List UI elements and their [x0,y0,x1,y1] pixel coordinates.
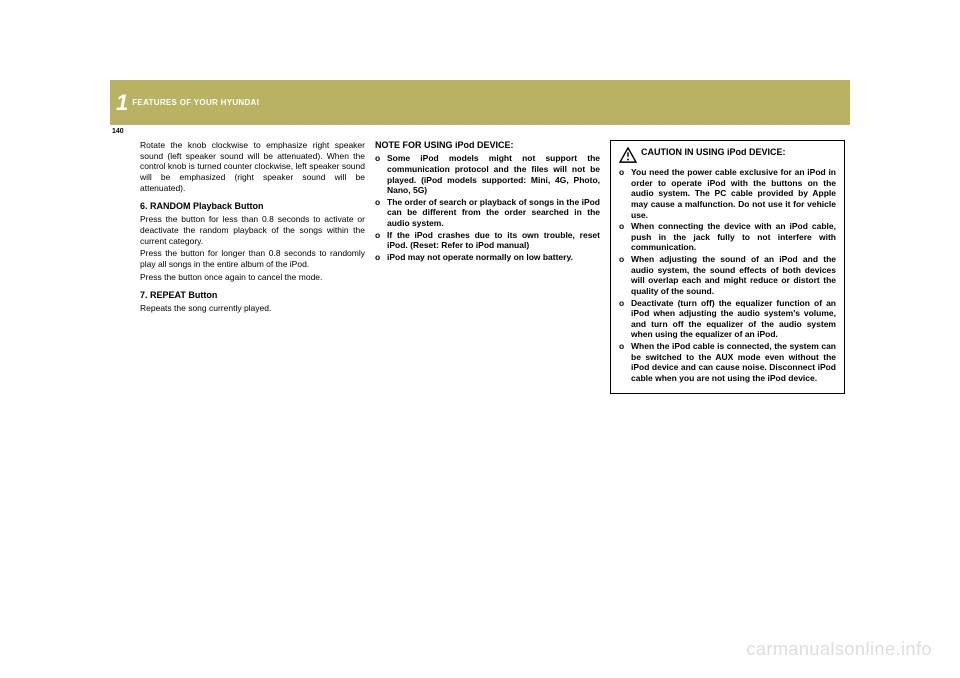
bullet-icon: o [619,167,631,220]
watermark-text: carmanualsonline.info [746,639,932,660]
note-item-2: If the iPod crashes due to its own troub… [387,230,600,251]
caution-item-0: You need the power cable exclusive for a… [631,167,836,220]
repeat-button-heading: 7. REPEAT Button [140,290,365,301]
caution-title: CAUTION IN USING iPod DEVICE: [641,147,786,158]
knob-description: Rotate the knob clockwise to emphasize r… [140,140,365,193]
bullet-icon: o [619,254,631,297]
bullet-icon: o [375,197,387,229]
random-text-c: Press the button once again to cancel th… [140,272,365,283]
list-item: o When the iPod cable is connected, the … [619,341,836,384]
random-button-heading: 6. RANDOM Playback Button [140,201,365,212]
manual-page: 1 FEATURES OF YOUR HYUNDAI 140 Rotate th… [0,0,960,678]
content-columns: Rotate the knob clockwise to emphasize r… [140,140,850,394]
note-item-0: Some iPod models might not support the c… [387,153,600,196]
column-3: CAUTION IN USING iPod DEVICE: o You need… [610,140,845,394]
note-item-1: The order of search or playback of songs… [387,197,600,229]
column-1: Rotate the knob clockwise to emphasize r… [140,140,365,394]
list-item: o iPod may not operate normally on low b… [375,252,600,263]
column-2: NOTE FOR USING iPod DEVICE: o Some iPod … [375,140,600,394]
random-text-b: Press the button for longer than 0.8 sec… [140,248,365,269]
list-item: o When adjusting the sound of an iPod an… [619,254,836,297]
list-item: o If the iPod crashes due to its own tro… [375,230,600,251]
random-text-a: Press the button for less than 0.8 secon… [140,214,365,246]
bullet-icon: o [619,341,631,384]
chapter-title: FEATURES OF YOUR HYUNDAI [132,98,259,107]
note-title: NOTE FOR USING iPod DEVICE: [375,140,600,151]
page-number: 140 [112,128,124,135]
note-list: o Some iPod models might not support the… [375,153,600,262]
bullet-icon: o [375,153,387,196]
caution-box: CAUTION IN USING iPod DEVICE: o You need… [610,140,845,394]
list-item: o You need the power cable exclusive for… [619,167,836,220]
list-item: o Deactivate (turn off) the equalizer fu… [619,298,836,341]
bullet-icon: o [375,252,387,263]
caution-item-2: When adjusting the sound of an iPod and … [631,254,836,297]
note-item-3: iPod may not operate normally on low bat… [387,252,600,263]
chapter-header-bar: 1 FEATURES OF YOUR HYUNDAI [110,80,850,125]
list-item: o Some iPod models might not support the… [375,153,600,196]
caution-item-3: Deactivate (turn off) the equalizer func… [631,298,836,341]
caution-list: o You need the power cable exclusive for… [619,167,836,384]
caution-item-1: When connecting the device with an iPod … [631,221,836,253]
caution-header: CAUTION IN USING iPod DEVICE: [619,147,836,163]
bullet-icon: o [619,298,631,341]
list-item: o The order of search or playback of son… [375,197,600,229]
list-item: o When connecting the device with an iPo… [619,221,836,253]
bullet-icon: o [619,221,631,253]
chapter-number: 1 [116,90,128,116]
warning-triangle-icon [619,147,637,163]
caution-item-4: When the iPod cable is connected, the sy… [631,341,836,384]
repeat-text: Repeats the song currently played. [140,303,365,314]
bullet-icon: o [375,230,387,251]
